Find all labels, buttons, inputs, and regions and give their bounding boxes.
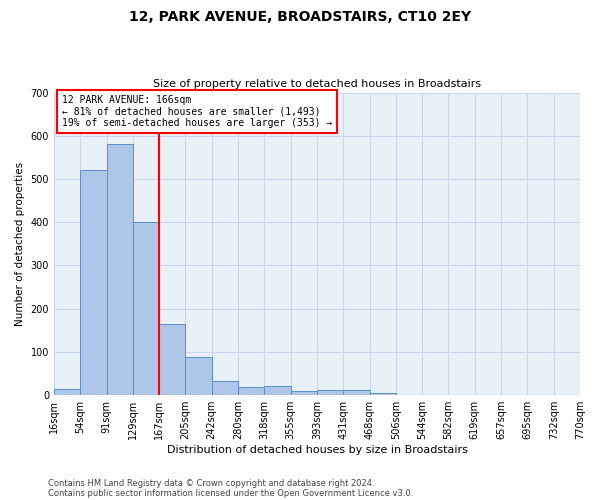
Text: Contains public sector information licensed under the Open Government Licence v3: Contains public sector information licen… <box>48 488 413 498</box>
Bar <box>317 390 343 395</box>
Bar <box>265 386 290 395</box>
Bar <box>343 390 370 395</box>
Bar <box>185 357 212 395</box>
Text: Contains HM Land Registry data © Crown copyright and database right 2024.: Contains HM Land Registry data © Crown c… <box>48 478 374 488</box>
Bar <box>290 391 317 395</box>
Bar <box>159 324 185 395</box>
Bar <box>107 144 133 395</box>
Text: 12 PARK AVENUE: 166sqm
← 81% of detached houses are smaller (1,493)
19% of semi-: 12 PARK AVENUE: 166sqm ← 81% of detached… <box>62 94 332 128</box>
Bar <box>238 388 265 395</box>
Bar <box>370 393 396 395</box>
Y-axis label: Number of detached properties: Number of detached properties <box>15 162 25 326</box>
Title: Size of property relative to detached houses in Broadstairs: Size of property relative to detached ho… <box>153 79 481 89</box>
Text: 12, PARK AVENUE, BROADSTAIRS, CT10 2EY: 12, PARK AVENUE, BROADSTAIRS, CT10 2EY <box>129 10 471 24</box>
Bar <box>54 388 80 395</box>
Bar <box>133 222 159 395</box>
X-axis label: Distribution of detached houses by size in Broadstairs: Distribution of detached houses by size … <box>167 445 467 455</box>
Bar <box>80 170 107 395</box>
Bar <box>212 381 238 395</box>
